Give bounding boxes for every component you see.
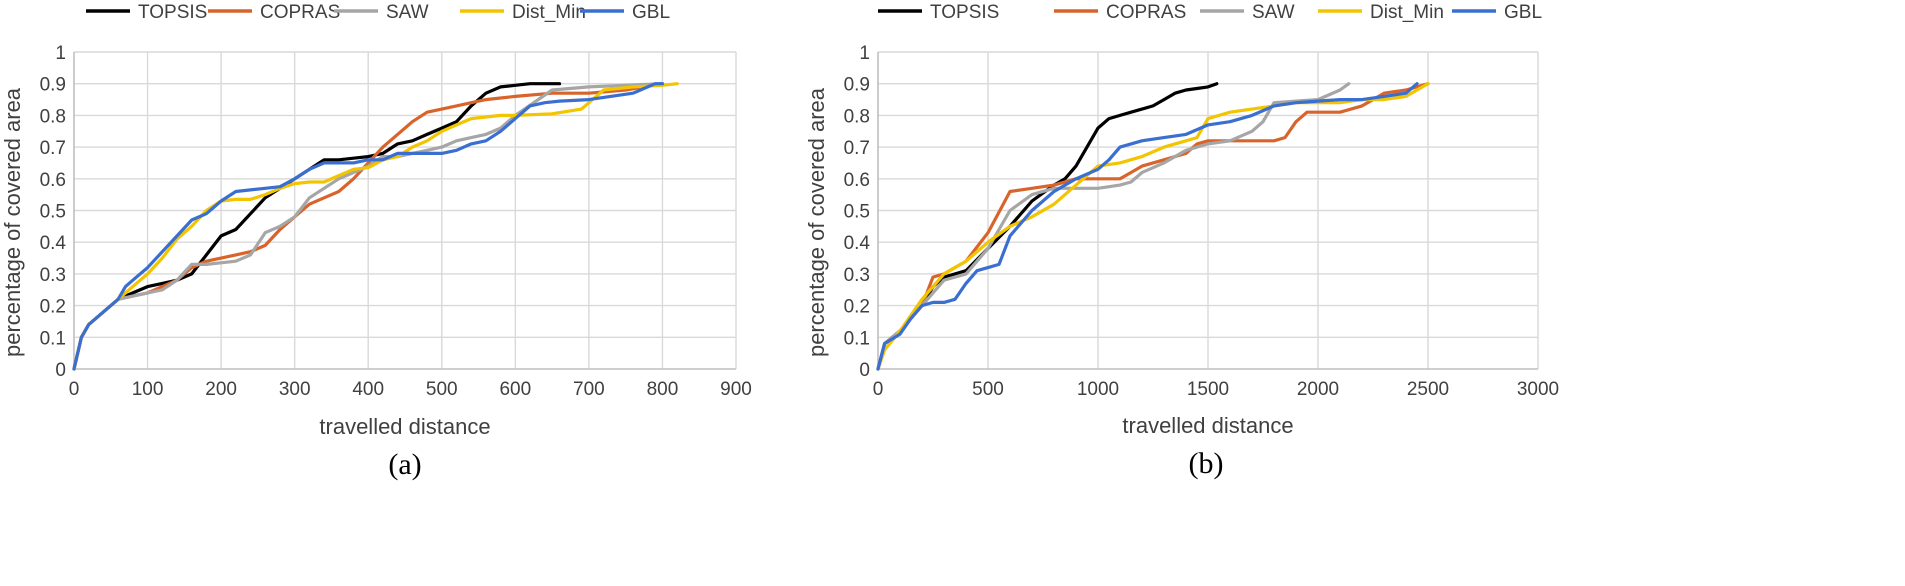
- legend-label: SAW: [1252, 2, 1295, 23]
- y-tick-label: 0.7: [844, 138, 870, 159]
- x-tick-label: 0: [69, 379, 80, 400]
- x-tick-label: 400: [352, 379, 384, 400]
- y-tick-label: 0.1: [844, 328, 870, 349]
- y-tick-labels-a: 0 0.1 0.2 0.3 0.4 0.5 0.6 0.7 0.8 0.9 1: [40, 43, 67, 381]
- legend-item-dist-min: Dist_Min: [1318, 2, 1444, 23]
- series-line-saw: [72, 82, 665, 371]
- y-tick-label: 1: [55, 43, 66, 64]
- x-tick-label: 100: [132, 379, 164, 400]
- x-tick-labels-b: 0 500 1000 1500 2000 2500 3000: [873, 379, 1559, 400]
- x-tick-label: 500: [426, 379, 458, 400]
- legend-item-gbl: GBL: [580, 2, 670, 23]
- gridlines-b: [878, 51, 1539, 369]
- y-tick-label: 0.2: [844, 297, 870, 318]
- series-line-topsis: [72, 82, 562, 371]
- y-tick-labels-b: 0 0.1 0.2 0.3 0.4 0.5 0.6 0.7 0.8 0.9 1: [844, 43, 871, 381]
- series-line-dist-min: [72, 82, 679, 371]
- legend-item-topsis: TOPSIS: [86, 2, 207, 23]
- x-tick-label: 0: [873, 379, 884, 400]
- y-tick-label: 0.5: [844, 202, 870, 223]
- x-axis-title-a: travelled distance: [319, 414, 490, 439]
- y-tick-label: 0: [55, 360, 66, 381]
- chart-panel-a: 0 0.1 0.2 0.3 0.4 0.5 0.6 0.7 0.8 0.9 1 0 100 200 300…: [0, 2, 752, 481]
- x-tick-label: 3000: [1517, 379, 1559, 400]
- legend-b: TOPSIS COPRAS SAW Dist_Min GBL: [878, 2, 1542, 23]
- x-tick-label: 300: [279, 379, 311, 400]
- legend-item-saw: SAW: [334, 2, 429, 23]
- x-tick-label: 200: [205, 379, 237, 400]
- caption-a: (a): [388, 448, 421, 481]
- series-line-saw: [876, 82, 1351, 371]
- legend-label: GBL: [632, 2, 670, 23]
- y-tick-label: 0: [859, 360, 870, 381]
- x-tick-label: 1000: [1077, 379, 1119, 400]
- y-tick-label: 0.7: [40, 138, 66, 159]
- chart-panel-b: 0 0.1 0.2 0.3 0.4 0.5 0.6 0.7 0.8 0.9 1 0 500 1000 15…: [804, 2, 1559, 480]
- series-lines-a: [72, 82, 679, 371]
- x-tick-label: 700: [573, 379, 605, 400]
- legend-item-saw: SAW: [1200, 2, 1295, 23]
- y-tick-label: 1: [859, 43, 870, 64]
- legend-label: SAW: [386, 2, 429, 23]
- y-tick-label: 0.4: [844, 233, 871, 254]
- legend-item-copras: COPRAS: [208, 2, 340, 23]
- y-tick-label: 0.6: [40, 170, 66, 191]
- y-axis-title-a: percentage of covered area: [0, 87, 25, 357]
- axes-a: [73, 52, 736, 370]
- y-tick-label: 0.3: [844, 265, 870, 286]
- x-tick-label: 2000: [1297, 379, 1339, 400]
- x-tick-label: 2500: [1407, 379, 1449, 400]
- caption-b: (b): [1189, 447, 1224, 480]
- y-tick-label: 0.8: [844, 106, 870, 127]
- y-tick-label: 0.1: [40, 328, 66, 349]
- y-tick-label: 0.8: [40, 106, 66, 127]
- legend-a: TOPSIS COPRAS SAW Dist_Min GBL: [86, 2, 670, 23]
- x-tick-label: 500: [972, 379, 1004, 400]
- legend-item-topsis: TOPSIS: [878, 2, 999, 23]
- y-tick-label: 0.9: [844, 75, 870, 96]
- gridlines-a: [74, 51, 737, 369]
- x-axis-title-b: travelled distance: [1122, 413, 1293, 438]
- y-tick-label: 0.6: [844, 170, 870, 191]
- y-axis-title-b: percentage of covered area: [804, 87, 829, 357]
- series-line-gbl: [876, 82, 1419, 371]
- y-tick-label: 0.4: [40, 233, 67, 254]
- x-tick-labels-a: 0 100 200 300 400 500 600 700 800 900: [69, 379, 752, 400]
- legend-label: COPRAS: [260, 2, 340, 23]
- series-line-copras: [876, 82, 1430, 371]
- y-tick-label: 0.5: [40, 202, 66, 223]
- series-line-dist-min: [876, 82, 1430, 371]
- legend-label: TOPSIS: [930, 2, 999, 23]
- y-tick-label: 0.9: [40, 75, 66, 96]
- legend-label: Dist_Min: [512, 2, 586, 23]
- legend-item-copras: COPRAS: [1054, 2, 1186, 23]
- y-tick-label: 0.2: [40, 297, 66, 318]
- legend-label: TOPSIS: [138, 2, 207, 23]
- x-tick-label: 600: [499, 379, 531, 400]
- series-line-topsis: [876, 82, 1219, 371]
- legend-label: Dist_Min: [1370, 2, 1444, 23]
- legend-item-dist-min: Dist_Min: [460, 2, 586, 23]
- x-tick-label: 1500: [1187, 379, 1229, 400]
- x-tick-label: 800: [647, 379, 679, 400]
- x-tick-label: 900: [720, 379, 752, 400]
- legend-item-gbl: GBL: [1452, 2, 1542, 23]
- y-tick-label: 0.3: [40, 265, 66, 286]
- series-line-gbl: [72, 82, 665, 371]
- axes-b: [877, 52, 1538, 370]
- legend-label: GBL: [1504, 2, 1542, 23]
- series-lines-b: [876, 82, 1430, 371]
- legend-label: COPRAS: [1106, 2, 1186, 23]
